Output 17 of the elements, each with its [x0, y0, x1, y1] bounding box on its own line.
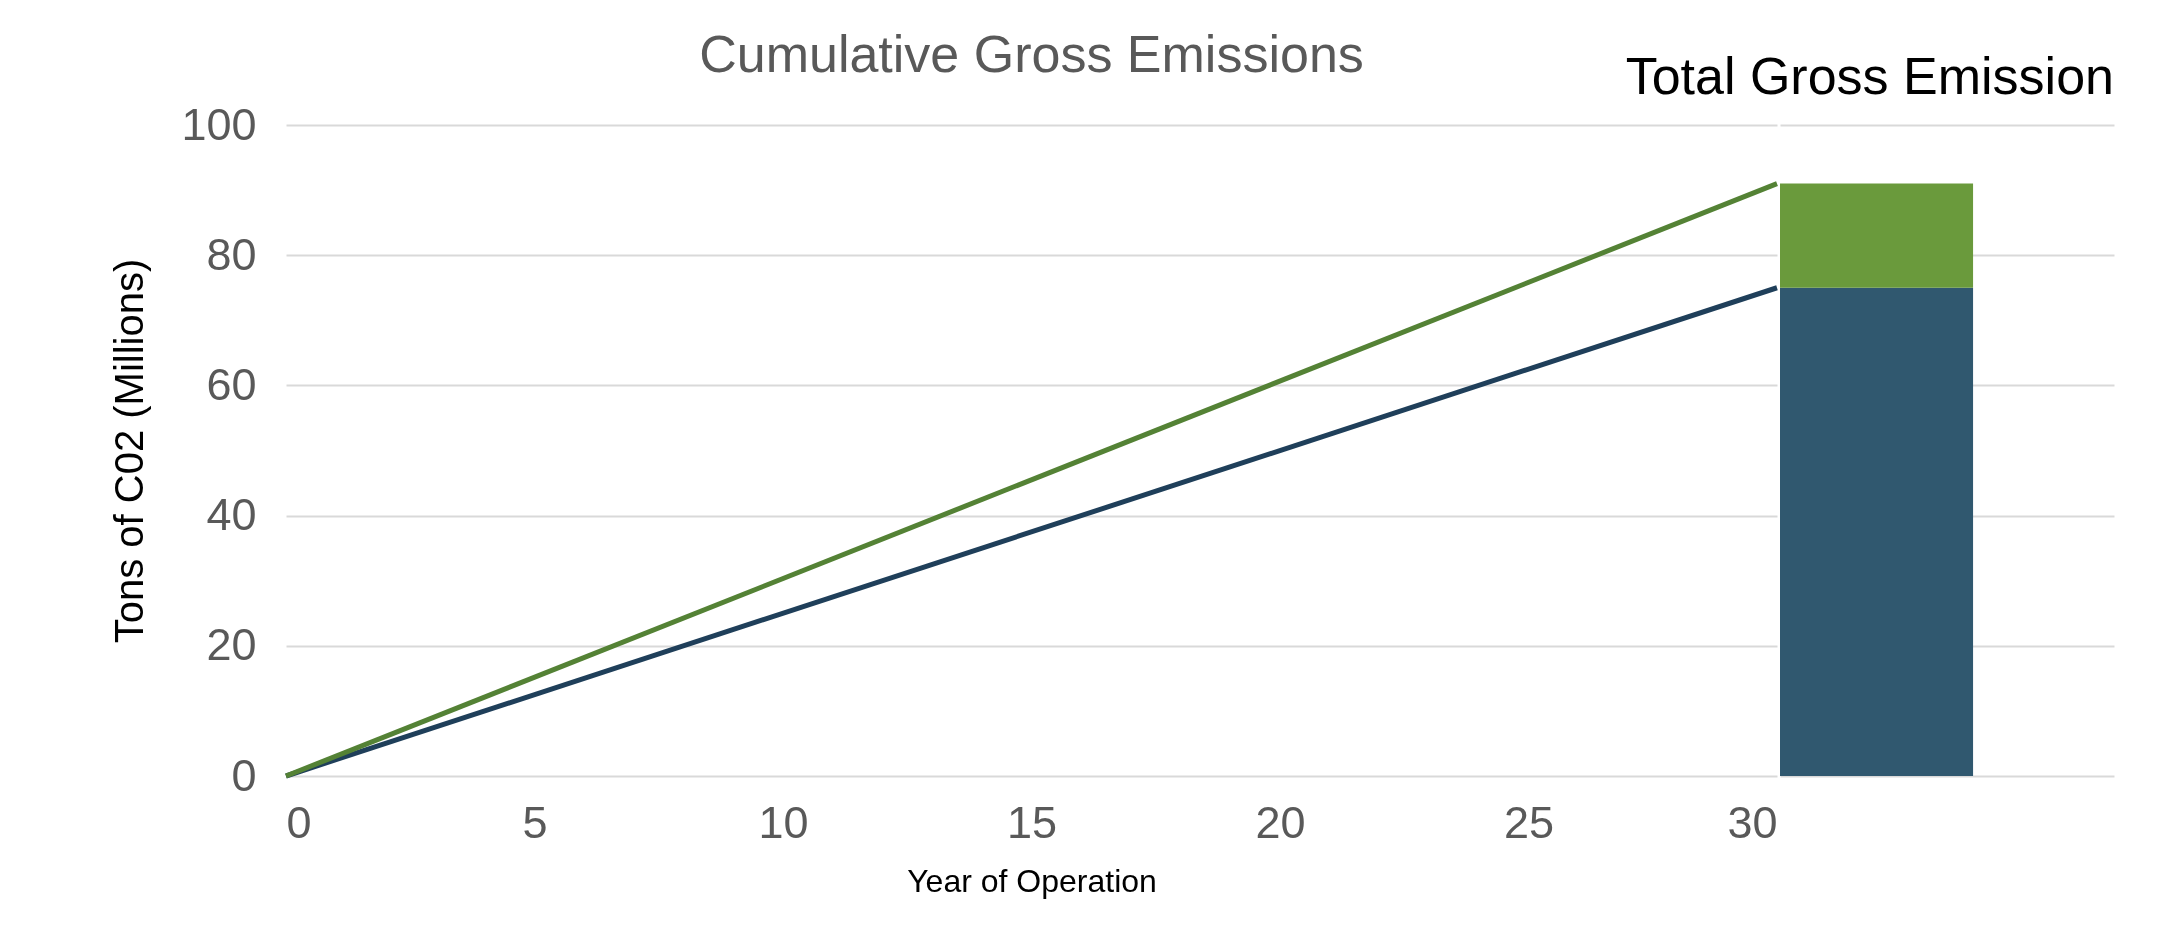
chart-title: Total Gross Emission	[1625, 47, 2114, 105]
y-tick-label: 60	[206, 358, 257, 410]
x-axis-title: Year of Operation	[907, 862, 1157, 899]
chart-title: Cumulative Gross Emissions	[699, 25, 1364, 83]
y-tick-label: 20	[206, 619, 257, 671]
x-tick-label: 25	[1503, 796, 1555, 848]
y-tick-label: 80	[206, 228, 257, 280]
x-tick-label: 0	[286, 796, 312, 848]
x-tick-label: 15	[1006, 796, 1058, 848]
y-tick-label: 40	[206, 489, 257, 541]
y-tick-label: 100	[181, 98, 257, 150]
y-axis-title: Tons of C02 (Millions)	[107, 258, 152, 644]
y-tick-label: 0	[231, 749, 257, 801]
x-tick-label: 5	[522, 796, 548, 848]
x-tick-label: 10	[758, 796, 809, 848]
x-tick-label: 20	[1255, 796, 1306, 848]
x-tick-label: 30	[1727, 796, 1778, 848]
